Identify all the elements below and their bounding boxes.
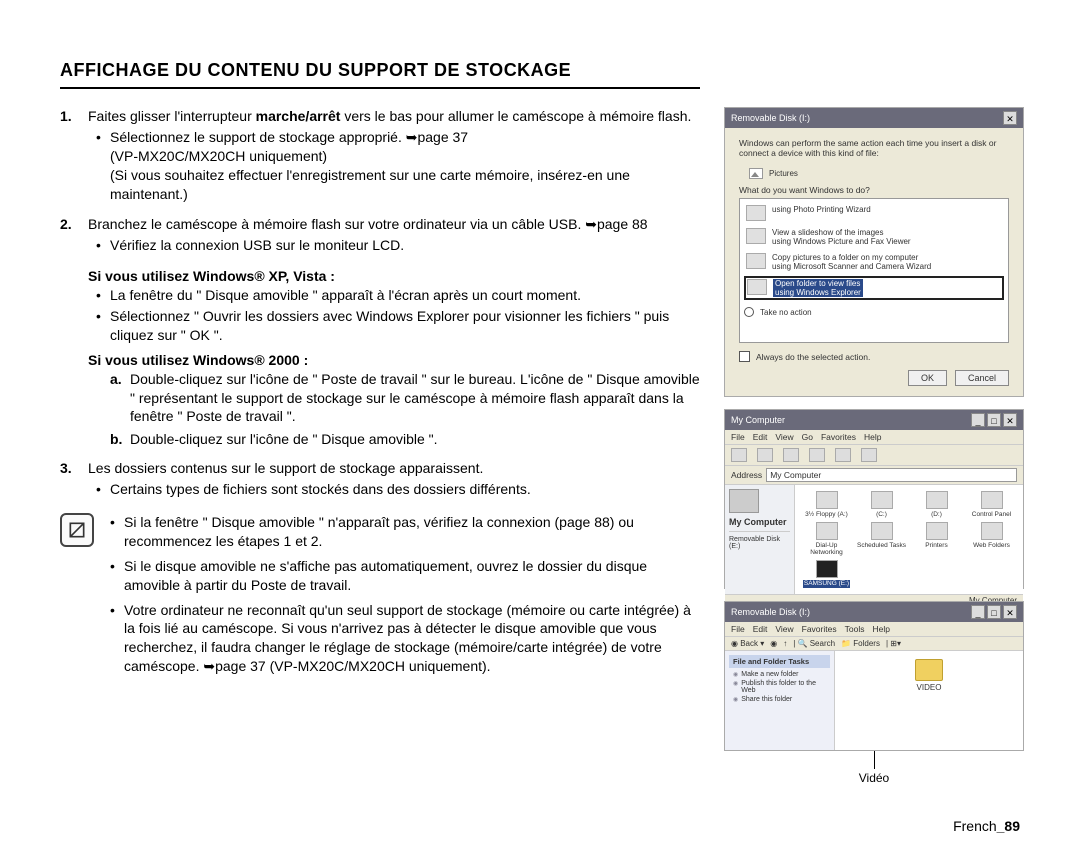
toolbar[interactable] [725,445,1023,466]
close-icon[interactable]: ✕ [1003,413,1017,427]
callout-label: Vidéo [724,771,1024,785]
subhead-xp: Si vous utilisez Windows® XP, Vista : [88,267,700,286]
screenshots-column: Removable Disk (I:) ✕ Windows can perfor… [724,107,1024,785]
note-2: Si le disque amovible ne s'affiche pas a… [124,557,700,595]
step-2-text: Branchez le caméscope à mémoire flash su… [88,216,648,232]
w2k-b-text: Double-cliquez sur l'icône de " Disque a… [130,431,438,447]
instructions-column: 1. Faites glisser l'interrupteur marche/… [60,107,700,785]
note-icon [60,513,94,547]
step-1-number: 1. [60,107,72,126]
step-1-bullet-c: (Si vous souhaitez effectuer l'enregistr… [110,167,630,202]
step-3-text: Les dossiers contenus sur le support de … [88,460,483,476]
desktop-icon[interactable]: Printers [911,522,962,556]
desktop-icon[interactable]: Scheduled Tasks [856,522,907,556]
step-1-bullet: Sélectionnez le support de stockage appr… [110,128,700,204]
step-3: 3. Les dossiers contenus sur le support … [60,459,700,499]
step-3-bullet: Certains types de fichiers sont stockés … [110,480,700,499]
xp-bullet-2: Sélectionnez " Ouvrir les dossiers avec … [110,307,700,345]
list-item-selected[interactable]: Open folder to view files using Windows … [744,276,1004,300]
footer-page: _89 [997,818,1020,834]
page-footer: French_89 [953,818,1020,834]
screenshot-my-computer: My Computer _□✕ FileEditViewGoFavoritesH… [724,409,1024,589]
minimize-icon[interactable]: _ [971,605,985,619]
step-1-bullet-b: (VP-MX20C/MX20CH uniquement) [110,148,327,164]
window-title: My Computer [731,415,785,425]
ok-button[interactable]: OK [908,370,947,386]
desktop-icon[interactable]: SAMSUNG (E:) [801,560,852,587]
step-2-number: 2. [60,215,72,234]
subhead-2000: Si vous utilisez Windows® 2000 : [88,351,700,370]
task-item[interactable]: Publish this folder to the Web [733,680,830,694]
always-label: Always do the selected action. [756,352,870,362]
screenshot-autoplay-dialog: Removable Disk (I:) ✕ Windows can perfor… [724,107,1024,397]
step-2: 2. Branchez le caméscope à mémoire flash… [60,215,700,255]
w2k-b: b.Double-cliquez sur l'icône de " Disque… [110,430,700,449]
step-1-bold: marche/arrêt [256,108,341,124]
note-1: Si la fenêtre " Disque amovible " n'appa… [124,513,700,551]
toolbar[interactable]: ◉ Back ▾◉↑| 🔍 Search📁 Folders| ⊞▾ [725,637,1023,651]
task-item[interactable]: Make a new folder [733,671,830,678]
video-folder[interactable]: VIDEO [915,659,943,692]
left-pane: My Computer Removable Disk (E:) [725,485,795,594]
action-listbox[interactable]: using Photo Printing Wizard View a slide… [739,198,1009,343]
list-item[interactable]: Copy pictures to a folder on my computer… [744,251,1004,273]
desktop-icon[interactable]: Control Panel [966,491,1017,518]
folder-icon [915,659,943,681]
maximize-icon[interactable]: □ [987,413,1001,427]
step-1-text-a: Faites glisser l'interrupteur [88,108,256,124]
close-icon[interactable]: ✕ [1003,111,1017,125]
screenshot-removable-disk: Removable Disk (I:) _□✕ FileEditViewFavo… [724,601,1024,751]
minimize-icon[interactable]: _ [971,413,985,427]
page-title: AFFICHAGE DU CONTENU DU SUPPORT DE STOCK… [60,60,700,89]
folder-label: VIDEO [917,683,942,692]
always-checkbox[interactable] [739,351,750,362]
desktop-icon[interactable]: (C:) [856,491,907,518]
desktop-icon[interactable]: (D:) [911,491,962,518]
content-area: 1. Faites glisser l'interrupteur marche/… [60,107,1030,785]
menu-bar[interactable]: FileEditViewFavoritesToolsHelp [725,622,1023,637]
address-box[interactable]: My Computer [766,468,1017,482]
tasks-header: File and Folder Tasks [729,655,830,668]
dialog-prompt: Windows can perform the same action each… [739,138,1009,158]
step-2-bullet: Vérifiez la connexion USB sur le moniteu… [110,236,700,255]
note-3: Votre ordinateur ne reconnaît qu'un seul… [124,601,700,677]
step-1-bullet-a: Sélectionnez le support de stockage appr… [110,129,468,145]
task-item[interactable]: Share this folder [733,696,830,703]
step-3-number: 3. [60,459,72,478]
list-item[interactable]: Take no action [744,307,1004,317]
list-item[interactable]: using Photo Printing Wizard [744,203,1004,223]
dialog-question: What do you want Windows to do? [739,185,1009,195]
menu-bar[interactable]: FileEditViewGoFavoritesHelp [725,430,1023,445]
cancel-button[interactable]: Cancel [955,370,1009,386]
w2k-a: a.Double-cliquez sur l'icône de " Poste … [110,370,700,427]
note-box: Si la fenêtre " Disque amovible " n'appa… [60,513,700,682]
desktop-icon[interactable]: Dial-Up Networking [801,522,852,556]
maximize-icon[interactable]: □ [987,605,1001,619]
callout-line [874,751,875,769]
step-1: 1. Faites glisser l'interrupteur marche/… [60,107,700,203]
w2k-a-text: Double-cliquez sur l'icône de " Poste de… [130,371,700,425]
desktop-icon[interactable]: 3½ Floppy (A:) [801,491,852,518]
step-1-text-b: vers le bas pour allumer le caméscope à … [340,108,691,124]
footer-lang: French [953,818,997,834]
dialog-title: Removable Disk (I:) [731,113,810,123]
list-item[interactable]: View a slideshow of the images using Win… [744,226,1004,248]
xp-bullet-1: La fenêtre du " Disque amovible " appara… [110,286,700,305]
screenshot-removable-disk-wrapper: Removable Disk (I:) _□✕ FileEditViewFavo… [724,601,1024,785]
close-icon[interactable]: ✕ [1003,605,1017,619]
address-label: Address [731,470,762,480]
window-title: Removable Disk (I:) [731,607,810,617]
pictures-icon [749,168,763,179]
desktop-icon[interactable]: Web Folders [966,522,1017,556]
icons-area: 3½ Floppy (A:)(C:)(D:)Control Panel Dial-… [795,485,1023,594]
pictures-label: Pictures [769,169,798,178]
tasks-pane: File and Folder Tasks Make a new folder … [725,651,835,750]
